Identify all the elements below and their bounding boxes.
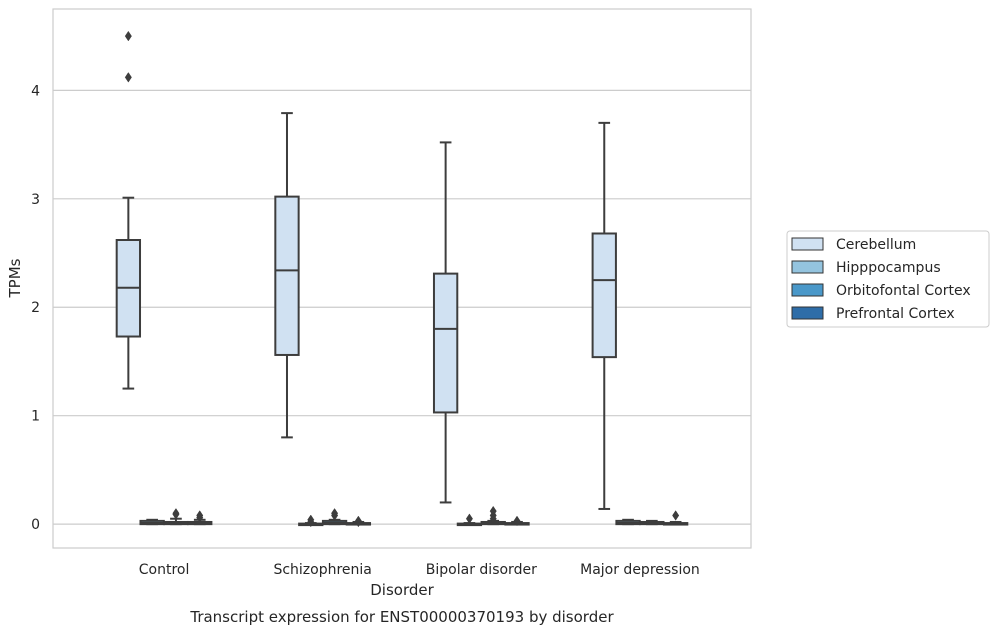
outlier-point: [465, 513, 473, 524]
outlier-point: [354, 515, 362, 527]
outlier-point: [489, 505, 497, 517]
box-iqr: [274, 195, 300, 356]
legend-label: Orbitofontal Cortex: [836, 283, 971, 299]
legend-label: Prefrontal Cortex: [836, 306, 955, 322]
box-plot: [480, 505, 506, 526]
y-tick-label: 2: [31, 300, 40, 316]
box-plot: [432, 141, 459, 504]
legend-frame: [786, 230, 990, 328]
outlier-point: [307, 514, 315, 526]
y-tick-label: 4: [31, 83, 40, 99]
y-tick-labels: 0 1 2 3 4: [31, 83, 40, 533]
legend-swatch: [791, 237, 824, 251]
box-plot: [345, 515, 372, 528]
box-plot: [274, 112, 300, 439]
box-plot: [456, 513, 483, 527]
box-plot: [115, 30, 142, 390]
y-tick-label: 1: [31, 409, 40, 425]
outlier-point: [196, 510, 204, 521]
x-tick-label: Major depression: [580, 562, 700, 578]
box-iqr: [432, 272, 459, 414]
chart-caption: Transcript expression for ENST0000037019…: [189, 608, 614, 626]
box-iqr: [591, 232, 617, 359]
outlier-point: [672, 510, 680, 521]
outlier-point: [172, 508, 180, 519]
legend-label: Hipppocampus: [836, 260, 941, 276]
outlier-point: [124, 72, 132, 83]
box-plot: [639, 519, 665, 526]
box-series: [115, 30, 689, 528]
legend-swatch: [791, 283, 824, 297]
box-plot: [615, 518, 641, 526]
x-tick-labels: Control Schizophrenia Bipolar disorder Majo…: [139, 562, 700, 578]
y-tick-label: 0: [31, 517, 40, 533]
outlier-point: [331, 508, 339, 519]
legend-swatch: [791, 306, 824, 320]
box-plot: [139, 518, 165, 526]
plot-frame: [52, 8, 752, 549]
x-tick-label: Schizophrenia: [273, 562, 371, 578]
box-plot: [504, 515, 530, 527]
legend-label: Cerebellum: [836, 237, 916, 253]
plot-background: [53, 9, 751, 548]
outlier-point: [513, 515, 521, 527]
x-tick-label: Control: [139, 562, 190, 578]
x-tick-label: Bipolar disorder: [426, 562, 537, 578]
legend: Cerebellum Hipppocampus Orbitofontal Corte…: [786, 230, 990, 328]
x-axis-label: Disorder: [370, 581, 434, 599]
y-axis-label: TPMs: [6, 258, 24, 298]
box-plot: [187, 510, 213, 526]
y-tick-label: 3: [31, 192, 40, 208]
outlier-point: [124, 30, 132, 42]
box-plot: [591, 121, 617, 510]
legend-swatch: [791, 260, 824, 274]
box-plot: [163, 508, 189, 526]
box-plot: [662, 510, 689, 526]
